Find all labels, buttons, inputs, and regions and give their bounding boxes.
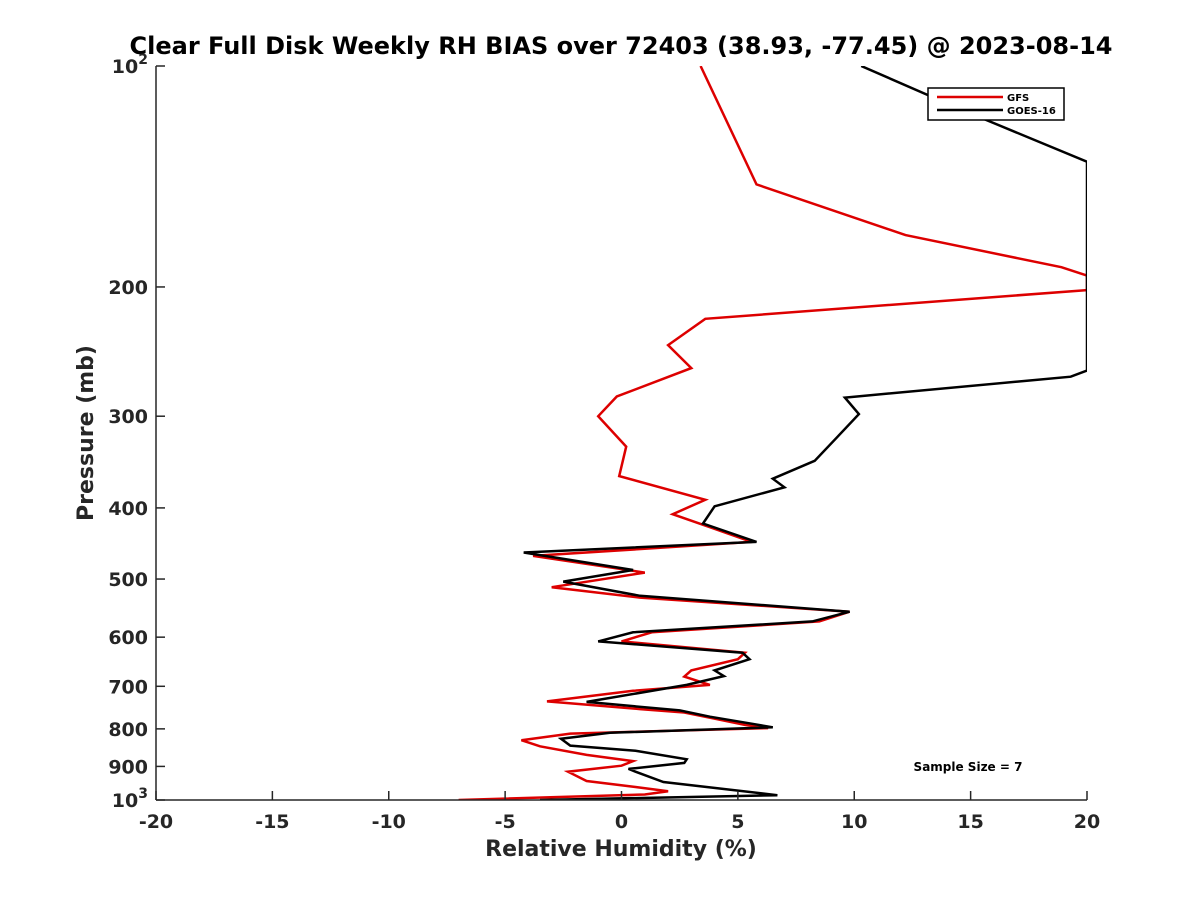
y-tick-label: 500 (108, 569, 148, 591)
x-tick-label: 20 (1074, 811, 1100, 833)
x-tick-label: -5 (495, 811, 516, 833)
y-tick-label: 200 (108, 277, 148, 299)
series-line-gfs (458, 66, 1087, 800)
y-axis-label: Pressure (mb) (74, 345, 99, 521)
legend: GFS GOES-16 (927, 87, 1065, 121)
x-tick-label: -15 (255, 811, 289, 833)
y-tick-label: 102 (112, 52, 148, 78)
x-tick-label: 15 (957, 811, 983, 833)
x-tick-label: -10 (372, 811, 406, 833)
series-line-goes16 (523, 66, 1087, 800)
y-tick-label: 300 (108, 406, 148, 428)
y-tick-label: 700 (108, 676, 148, 698)
y-tick-label: 400 (108, 498, 148, 520)
legend-box (927, 87, 1065, 121)
x-tick-label: 0 (615, 811, 628, 833)
y-tick-label: 800 (108, 719, 148, 741)
y-tick-label: 600 (108, 627, 148, 649)
series-group (458, 66, 1087, 800)
x-tick-label: 10 (841, 811, 867, 833)
x-axis-label: Relative Humidity (%) (485, 837, 757, 862)
plot-area (156, 66, 1087, 800)
sample-size-annotation: Sample Size = 7 (914, 760, 1023, 774)
chart-title: Clear Full Disk Weekly RH BIAS over 7240… (130, 32, 1113, 60)
y-tick-label: 900 (108, 756, 148, 778)
x-tick-label: 5 (731, 811, 744, 833)
x-axis-ticks: -20 -15 -10 -5 0 5 10 15 20 (139, 791, 1100, 833)
x-tick-label: -20 (139, 811, 173, 833)
y-axis-ticks: 102 200 300 400 500 600 700 800 900 103 (108, 52, 165, 812)
legend-label-gfs: GFS (1007, 93, 1029, 104)
legend-label-goes16: GOES-16 (1007, 106, 1056, 117)
y-tick-label: 103 (112, 786, 148, 812)
